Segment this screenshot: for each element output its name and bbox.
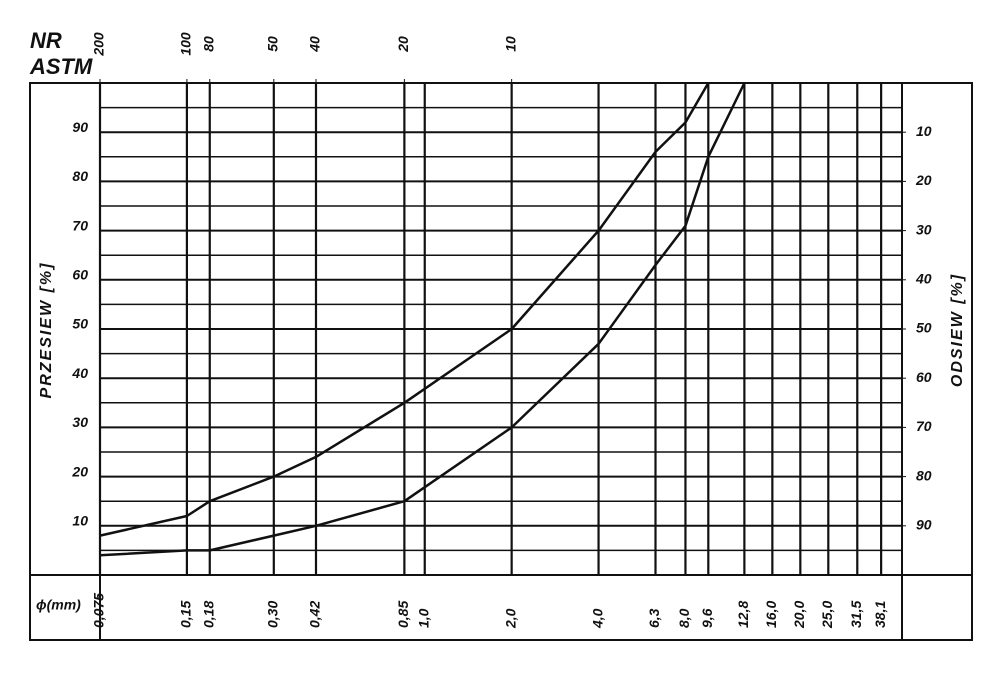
x-tick-label: 20,0 [791, 601, 807, 629]
top-axis-title: NR [30, 28, 62, 53]
y-tick-label: 90 [72, 119, 88, 135]
x-tick-label: 0,42 [307, 601, 323, 628]
x-tick-label: 9,6 [699, 608, 715, 628]
y-tick-label: 70 [72, 217, 88, 233]
x-tick-label: 8,0 [676, 608, 692, 628]
x2-tick-label: 80 [200, 36, 216, 52]
y-tick-label: 20 [71, 463, 88, 479]
y-tick-label: 80 [72, 168, 88, 184]
y2-tick-label: 10 [916, 123, 932, 139]
x-tick-label: 0,30 [265, 601, 281, 628]
x2-tick-label: 20 [395, 36, 411, 53]
x2-tick-label: 40 [307, 36, 323, 53]
x2-tick-label: 200 [91, 32, 107, 57]
x-tick-label: 12,8 [735, 601, 751, 628]
curve [99, 82, 746, 557]
x-tick-label: 0,85 [395, 601, 411, 628]
x-tick-label: 2,0 [502, 608, 518, 629]
y-tick-label: 50 [72, 316, 88, 332]
y-tick-label: 40 [71, 365, 88, 381]
x-tick-label: 4,0 [589, 608, 605, 629]
y2-tick-label: 50 [916, 320, 932, 336]
y-axis-title: PRZESIEW [%] [38, 262, 55, 399]
y2-tick-label: 60 [916, 369, 932, 385]
top-axis-title: ASTM [29, 54, 93, 79]
y2-tick-label: 90 [916, 517, 932, 533]
y2-axis-title: ODSIEW [%] [949, 273, 966, 387]
y-tick-label: 30 [72, 414, 88, 430]
x-tick-label: 6,3 [646, 608, 662, 628]
x-tick-label: 0,18 [200, 601, 216, 628]
frame [29, 82, 973, 641]
y2-tick-label: 30 [916, 221, 932, 237]
x-tick-label: 0,15 [178, 601, 194, 628]
y2-tick-label: 70 [916, 418, 932, 434]
y2-tick-label: 80 [916, 467, 932, 483]
x-tick-label: 31,5 [848, 601, 864, 628]
y2-tick-label: 20 [915, 172, 932, 188]
x-tick-label: 0,075 [91, 593, 107, 628]
x2-tick-label: 10 [502, 36, 518, 52]
x2-tick-label: 50 [265, 36, 281, 52]
curve [99, 82, 710, 537]
x-tick-label: 38,1 [872, 601, 888, 628]
y2-tick-label: 40 [915, 271, 932, 287]
x-tick-label: 25,0 [819, 601, 835, 629]
x-axis-title: ϕ(mm) [36, 597, 81, 613]
y-tick-label: 60 [72, 267, 88, 283]
x-tick-label: 16,0 [763, 601, 779, 628]
y-tick-label: 10 [72, 513, 88, 529]
x-tick-label: 1,0 [415, 608, 431, 628]
x2-tick-label: 100 [178, 32, 194, 56]
